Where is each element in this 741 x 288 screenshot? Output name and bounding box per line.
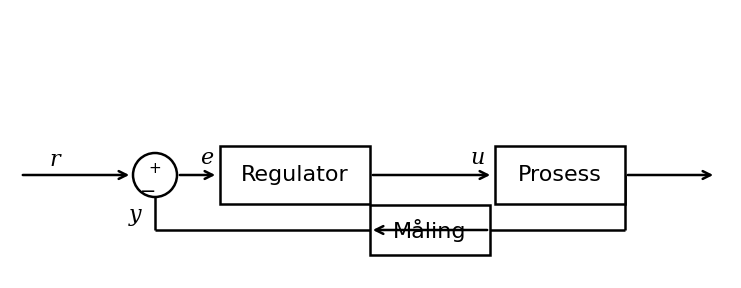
Text: e: e xyxy=(200,147,213,169)
Bar xyxy=(220,146,370,204)
Text: Måling: Måling xyxy=(393,219,467,242)
Text: u: u xyxy=(471,147,485,169)
Ellipse shape xyxy=(133,153,177,197)
Text: −: − xyxy=(140,183,156,202)
Text: Regulator: Regulator xyxy=(241,165,349,185)
Text: y: y xyxy=(129,204,142,226)
Text: Prosess: Prosess xyxy=(518,165,602,185)
Text: r: r xyxy=(50,149,60,171)
Bar xyxy=(495,146,625,204)
Text: +: + xyxy=(149,161,162,176)
Bar xyxy=(370,205,490,255)
